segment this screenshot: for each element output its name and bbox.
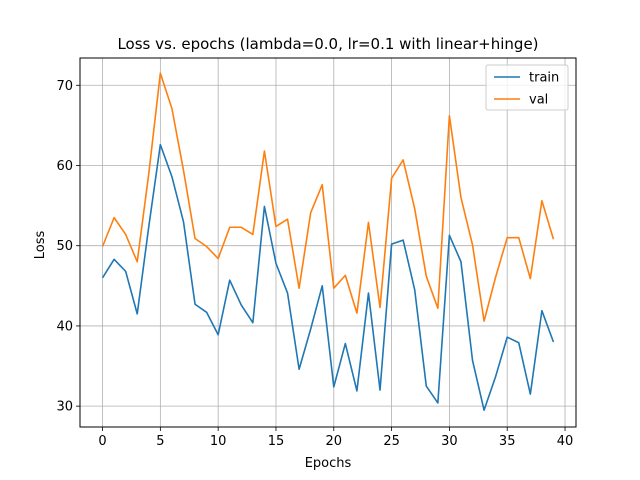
x-axis-label: Epochs [305, 456, 352, 471]
series-lines [101, 72, 555, 411]
legend-label-val: val [529, 93, 548, 108]
y-tick-label: 30 [56, 400, 73, 415]
plot-frame [79, 57, 577, 428]
x-tick-label: 30 [441, 434, 458, 449]
y-tick-label: 50 [56, 239, 73, 254]
legend: train val [485, 64, 569, 111]
x-tick-label: 40 [557, 434, 574, 449]
series-line-val [101, 72, 555, 322]
y-tick-label: 70 [56, 79, 73, 94]
x-tick-label: 25 [383, 434, 400, 449]
x-tick-label: 35 [499, 434, 516, 449]
legend-label-train: train [529, 71, 559, 86]
y-axis-label: Loss [33, 231, 48, 260]
y-tick-label: 60 [56, 159, 73, 174]
x-tick-label: 10 [210, 434, 227, 449]
x-tick-label: 5 [156, 434, 164, 449]
chart-title: Loss vs. epochs (lambda=0.0, lr=0.1 with… [117, 35, 538, 53]
axis-ticks: 0 5 10 15 20 25 30 35 40 30 40 50 60 70 [56, 79, 573, 449]
x-tick-label: 0 [98, 434, 106, 449]
grid [80, 58, 576, 427]
x-tick-label: 15 [268, 434, 285, 449]
y-tick-label: 40 [56, 319, 73, 334]
x-tick-label: 20 [326, 434, 343, 449]
series-line-train [101, 143, 555, 411]
